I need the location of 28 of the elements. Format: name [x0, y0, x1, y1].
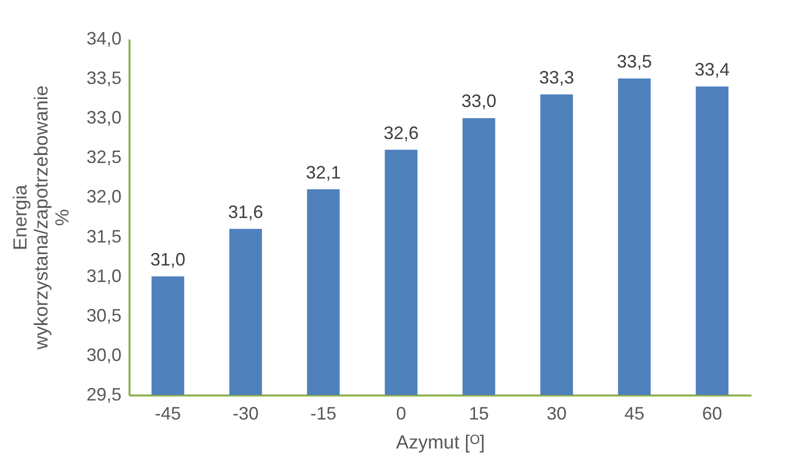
x-tick-label: -45 [154, 404, 181, 424]
x-tick-label: -30 [232, 404, 259, 424]
data-label: 33,3 [539, 67, 574, 88]
y-tick-label: 31,5 [86, 226, 122, 246]
y-tick-label: 32,5 [86, 147, 122, 168]
data-label: 33,0 [461, 91, 496, 112]
data-label: 32,6 [384, 122, 419, 143]
x-axis-title: Azymut [ᴼ] [396, 432, 485, 454]
y-tick-label: 34,0 [86, 28, 122, 48]
y-tick-label: 30,0 [86, 344, 122, 365]
y-tick-label: 33,0 [86, 108, 122, 128]
x-tick-label: 30 [546, 404, 567, 424]
y-tick-label: 33,5 [86, 68, 122, 88]
x-tick-label: 15 [468, 404, 489, 424]
y-tick-label: 32,0 [86, 186, 122, 207]
data-label: 33,4 [694, 59, 730, 80]
data-label: 31,6 [228, 202, 264, 222]
x-tick-label: 60 [702, 404, 722, 424]
y-axis-title: Energia wykorzystana/zapotrzebowanie % [10, 85, 74, 351]
data-label: 31,0 [150, 249, 186, 270]
y-tick-label: 31,0 [86, 266, 122, 286]
data-label: 32,1 [306, 162, 341, 182]
x-tick-label: 0 [396, 404, 406, 424]
data-label: 33,5 [616, 52, 652, 72]
x-tick-label: -15 [310, 404, 336, 424]
x-tick-label: 45 [624, 404, 644, 424]
y-tick-label: 29,5 [86, 384, 122, 404]
y-tick-label: 30,5 [86, 305, 122, 326]
